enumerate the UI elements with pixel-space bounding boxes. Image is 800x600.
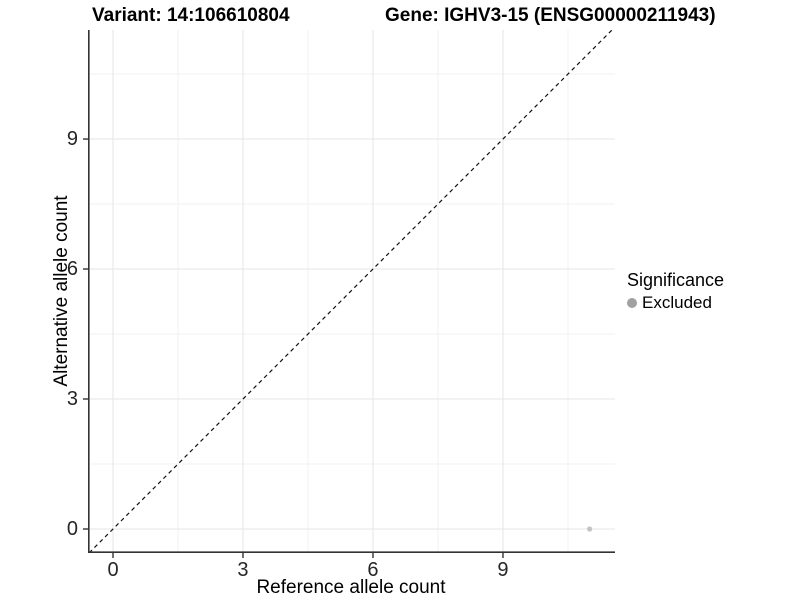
legend-item-excluded: Excluded: [627, 293, 724, 313]
y-tick-label: 3: [66, 388, 78, 410]
y-tick-label: 6: [66, 258, 78, 281]
x-tick-label: 0: [107, 559, 119, 581]
y-tick-label: 9: [66, 128, 78, 151]
x-tick-label: 6: [367, 559, 379, 581]
scatter-plot-panel: [83, 30, 615, 558]
x-axis-title: Reference allele count: [256, 577, 446, 598]
data-point: [587, 526, 593, 532]
y-axis-title: Alternative allele count: [51, 195, 72, 387]
legend-title: Significance: [627, 270, 725, 290]
identity-dashed-line: [88, 30, 613, 554]
tick-marks: [83, 138, 504, 558]
minor-gridlines: [88, 30, 615, 553]
axis-lines: [88, 30, 615, 554]
variant-title: Variant: 14:106610804: [92, 5, 290, 26]
legend-item-label: Excluded: [642, 293, 712, 312]
legend-point-icon: [627, 298, 637, 308]
major-gridlines: [88, 30, 615, 553]
gene-title: Gene: IGHV3-15 (ENSG00000211943): [385, 5, 716, 26]
x-tick-label: 3: [237, 559, 249, 581]
legend: Significance Excluded: [627, 270, 724, 313]
data-points: [587, 526, 593, 532]
y-tick-label: 0: [66, 518, 78, 540]
x-tick-label: 9: [497, 559, 509, 581]
